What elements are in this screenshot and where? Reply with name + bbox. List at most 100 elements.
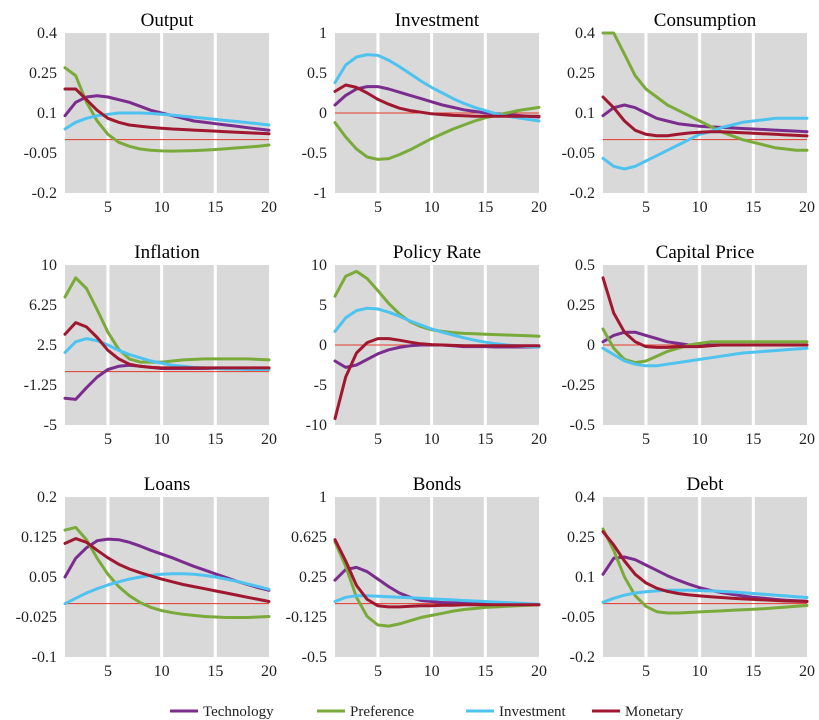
series-line-technology — [601, 103, 809, 134]
x-tick-label: 5 — [642, 431, 650, 448]
y-tick-label: 0.25 — [299, 569, 327, 586]
panel-output: Output -0.2 -0.05 0.1 0.25 0.4 5 10 15 20 — [24, 10, 277, 216]
y-tick-label: 0.2 — [37, 489, 57, 506]
y-tick-label: 0.5 — [575, 257, 595, 274]
y-tick-label: 0.1 — [575, 105, 595, 122]
x-tick-label: 5 — [374, 663, 382, 680]
y-tick-label: 10 — [311, 257, 327, 274]
x-tick-label: 15 — [207, 431, 223, 448]
x-tick-label: 5 — [642, 199, 650, 216]
y-tick-label: 0 — [319, 337, 327, 354]
y-tick-label: -1.25 — [24, 377, 57, 394]
x-tick-label: 20 — [261, 431, 277, 448]
y-tick-label: 0.4 — [37, 25, 57, 42]
panel-title: Policy Rate — [393, 242, 481, 263]
legend-item-technology: Technology — [170, 704, 274, 720]
series-line-monetary — [333, 337, 541, 421]
x-tick-label: 10 — [692, 199, 708, 216]
x-tick-label: 20 — [799, 199, 815, 216]
y-tick-label: 1 — [319, 489, 327, 506]
y-tick-label: 0.25 — [567, 65, 595, 82]
x-tick-label: 10 — [424, 663, 440, 680]
x-tick-label: 15 — [477, 199, 493, 216]
y-tick-label: 0.25 — [567, 529, 595, 546]
legend-label: Preference — [350, 704, 414, 720]
x-tick-label: 15 — [745, 199, 761, 216]
series-line-preference — [333, 105, 541, 161]
panel-title: Bonds — [413, 474, 462, 495]
y-tick-label: 2.5 — [37, 337, 57, 354]
y-tick-label: -5 — [44, 417, 57, 434]
x-tick-label: 15 — [477, 663, 493, 680]
series-line-monetary — [601, 95, 809, 138]
y-tick-label: 1 — [319, 25, 327, 42]
y-tick-label: -0.05 — [24, 145, 57, 162]
panel-title: Loans — [144, 474, 190, 495]
x-tick-label: 5 — [642, 663, 650, 680]
x-tick-label: 15 — [745, 663, 761, 680]
series-line-monetary — [63, 321, 271, 370]
panel-investment: Investment-1-0.500.515 10 15 20 — [302, 10, 547, 216]
legend-item-monetary: Monetary — [592, 704, 684, 720]
panel-title: Debt — [687, 474, 725, 495]
y-tick-label: 0.4 — [575, 25, 595, 42]
x-tick-label: 20 — [799, 663, 815, 680]
x-tick-label: 15 — [207, 199, 223, 216]
panel-capital-price: Capital Price -0.5 -0.25 0 0.25 0.5 5 10 15 20 — [562, 242, 815, 448]
series-line-investment — [601, 588, 809, 604]
x-tick-label: 10 — [424, 431, 440, 448]
chart-panels: Output-0.2-0.050.10.250.45 10 15 20Investme… — [16, 10, 815, 680]
y-tick-label: -0.025 — [16, 609, 57, 626]
series-line-preference — [601, 527, 809, 615]
y-tick-label: -0.125 — [286, 609, 327, 626]
y-tick-label: 0.1 — [37, 105, 57, 122]
y-tick-label: 6.25 — [29, 297, 57, 314]
y-tick-label: 0.25 — [567, 297, 595, 314]
series-line-monetary — [601, 276, 809, 349]
panel-title: Output — [141, 10, 195, 31]
y-tick-label: -0.1 — [32, 649, 57, 666]
y-tick-label: -0.2 — [32, 185, 57, 202]
x-tick-label: 5 — [104, 431, 112, 448]
y-tick-label: -0.2 — [570, 185, 595, 202]
x-tick-label: 20 — [531, 663, 547, 680]
x-tick-label: 20 — [531, 431, 547, 448]
y-tick-label: -0.5 — [302, 649, 327, 666]
y-tick-label: 0.4 — [575, 489, 595, 506]
y-tick-label: -0.5 — [570, 417, 595, 434]
y-tick-label: -0.25 — [562, 377, 595, 394]
panel-consumption: Consumption -0.2 -0.05 0.1 0.25 0.4 5 10 15 20 — [562, 10, 815, 216]
series-line-monetary — [63, 537, 271, 603]
chart-legend: Technology Preference Investment Monetary — [170, 704, 684, 720]
y-tick-label: -5 — [314, 377, 327, 394]
panel-title: Consumption — [654, 10, 757, 31]
y-tick-label: 0.25 — [29, 65, 57, 82]
y-tick-label: 10 — [41, 257, 57, 274]
series-line-monetary — [63, 87, 271, 136]
legend-label: Investment — [499, 704, 566, 720]
series-line-preference — [63, 66, 271, 153]
legend-item-preference: Preference — [317, 704, 414, 720]
series-line-investment — [333, 594, 541, 606]
plot-background — [603, 497, 807, 657]
series-line-investment — [63, 572, 271, 606]
series-line-monetary — [333, 538, 541, 609]
x-tick-label: 10 — [692, 431, 708, 448]
x-tick-label: 15 — [745, 431, 761, 448]
series-line-preference — [601, 31, 809, 152]
x-tick-label: 20 — [261, 663, 277, 680]
series-line-preference — [63, 525, 271, 619]
series-line-investment — [601, 346, 809, 368]
series-line-preference — [601, 327, 809, 365]
series-line-monetary — [601, 530, 809, 603]
x-tick-label: 10 — [154, 431, 170, 448]
y-tick-label: 5 — [319, 297, 327, 314]
x-tick-label: 5 — [104, 663, 112, 680]
x-tick-label: 20 — [799, 431, 815, 448]
y-tick-label: 0.625 — [291, 529, 327, 546]
x-tick-label: 10 — [154, 663, 170, 680]
y-tick-label: 0.05 — [29, 569, 57, 586]
panel-inflation: Inflation -5 -1.25 2.5 6.25 10 5 10 15 20 — [24, 242, 277, 448]
